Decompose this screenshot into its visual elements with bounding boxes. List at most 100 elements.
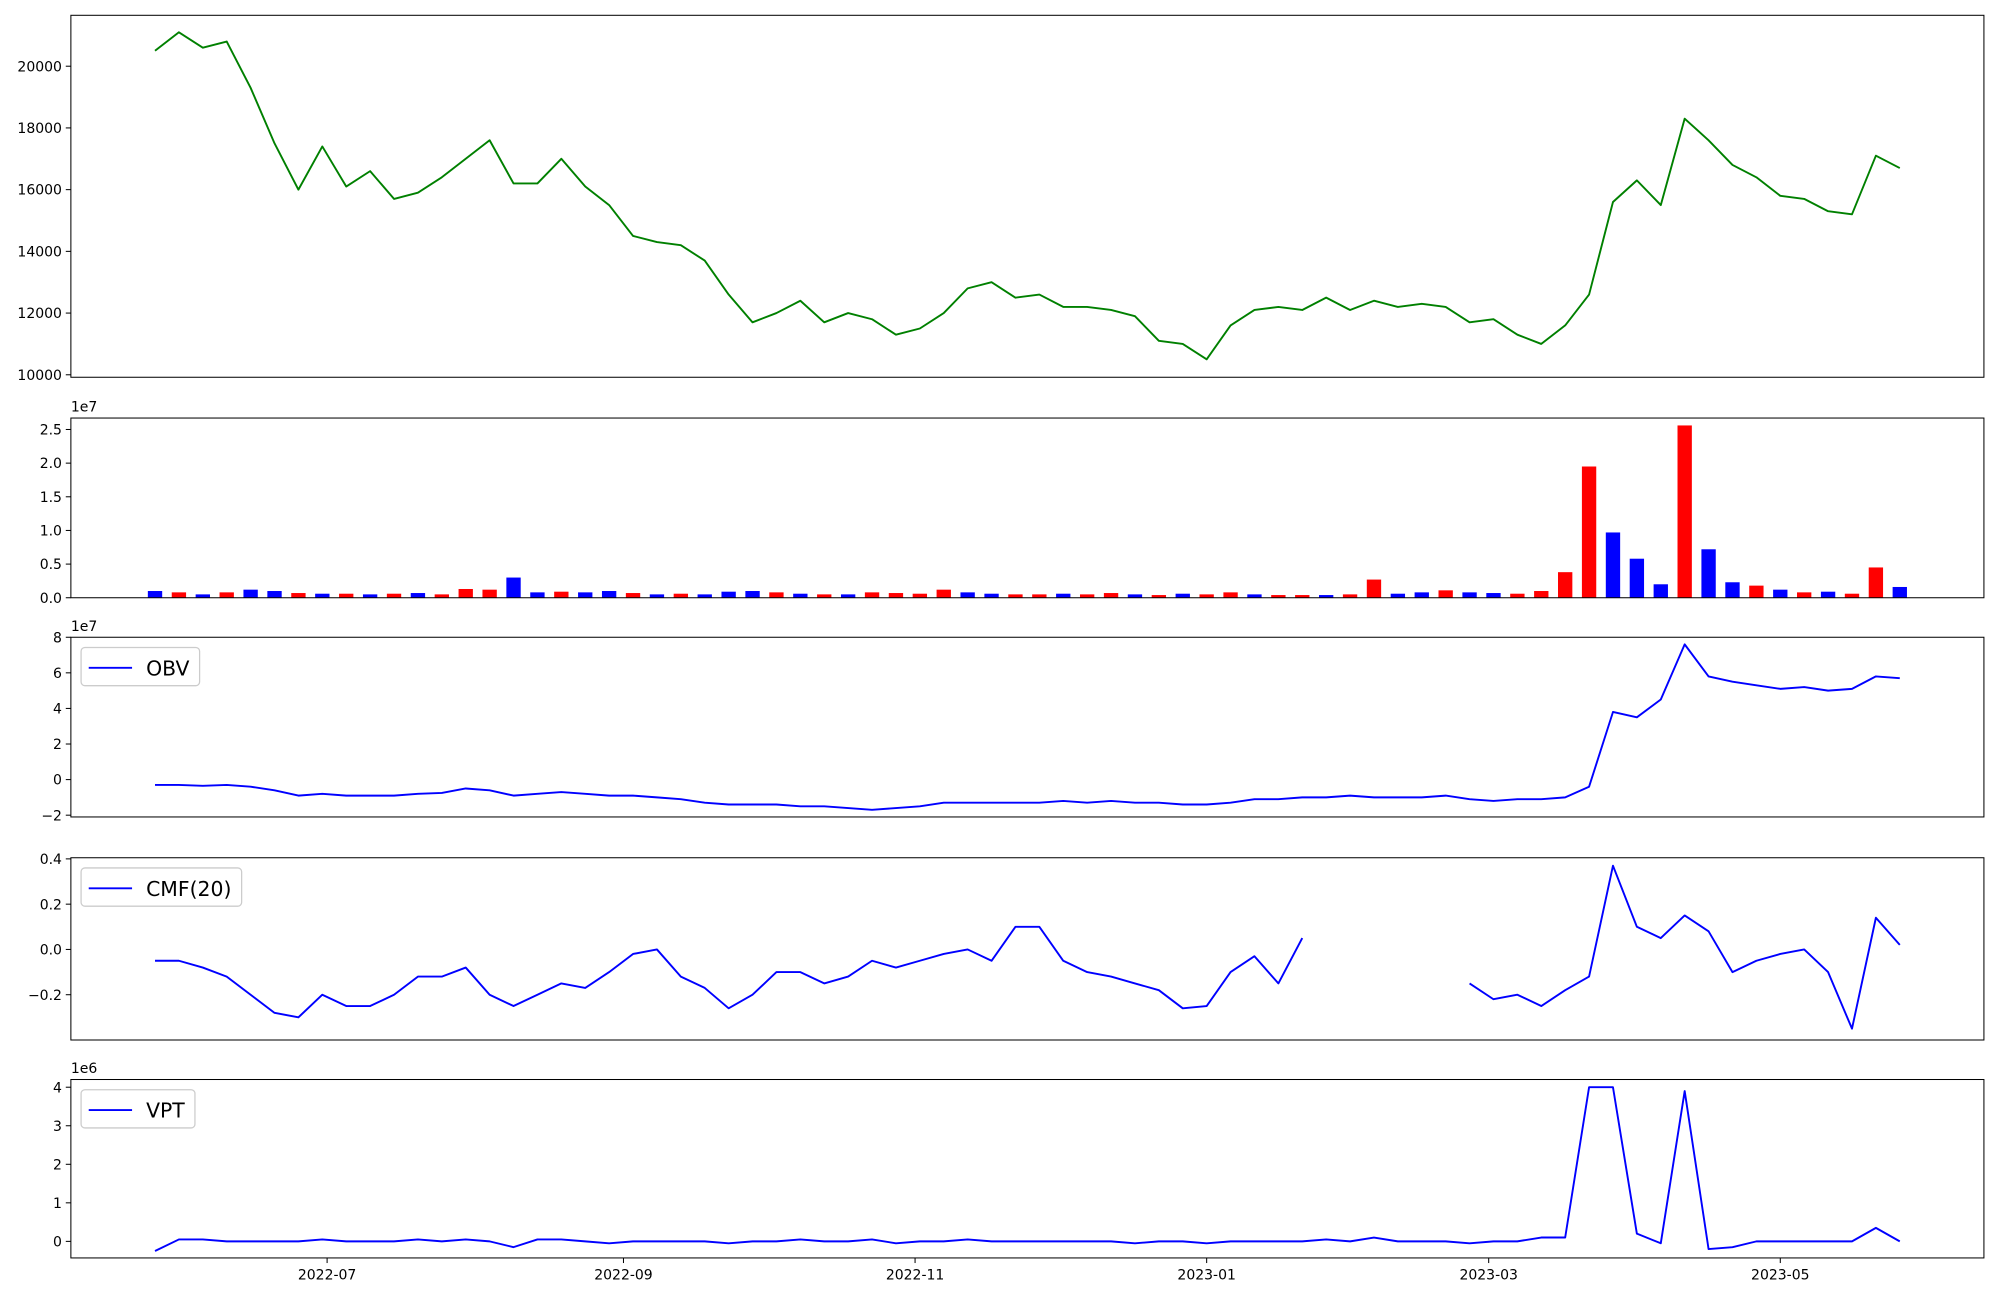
volume-bar: [1653, 584, 1668, 598]
volume-bar: [1892, 586, 1907, 598]
volume-bar: [888, 593, 904, 598]
legend-label: CMF(20): [146, 877, 231, 901]
volume-bar: [1318, 595, 1334, 598]
volume-bar: [219, 592, 234, 598]
volume-bar: [1820, 591, 1836, 598]
legend-label: VPT: [146, 1099, 185, 1123]
volume-bar: [1199, 594, 1214, 598]
y-tick-label: −2: [41, 808, 62, 824]
volume-bar: [243, 589, 258, 598]
y-tick-label: 0: [53, 773, 62, 789]
legend-label: OBV: [146, 656, 189, 680]
volume-bar: [171, 592, 187, 598]
x-tick-label: 2022-09: [594, 1268, 652, 1284]
y-tick-label: 4: [53, 1080, 62, 1096]
volume-bar: [1773, 589, 1788, 598]
volume-bar: [1797, 592, 1812, 598]
volume-bar: [482, 589, 497, 598]
x-tick-label: 2023-05: [1751, 1268, 1810, 1284]
volume-bar: [1151, 595, 1167, 598]
plot-area: [154, 31, 1901, 361]
axis-offset-label: 1e7: [71, 400, 97, 416]
volume-bar: [673, 593, 689, 598]
axes-frame: [70, 14, 1985, 378]
volume-bar: [1414, 592, 1429, 598]
volume-bar: [984, 593, 999, 598]
x-tick-label: 2022-11: [886, 1268, 945, 1284]
y-tick-label: 18000: [17, 121, 62, 137]
volume-bar: [601, 591, 617, 598]
y-tick-label: 0.5: [40, 557, 62, 573]
y-tick-label: 6: [53, 666, 62, 682]
volume-bar: [1247, 594, 1262, 598]
panel: 10000 12000 14000 16000 18000 20000: [17, 14, 1985, 384]
volume-bar: [1295, 595, 1310, 598]
volume-bar: [291, 593, 306, 598]
volume-bar: [721, 591, 736, 598]
panel: 0.0 0.5 1.0 1.5 2.0 2.5 1e7: [40, 400, 1985, 607]
y-tick-label: 0.0: [40, 943, 62, 959]
series-line: [154, 31, 1901, 361]
series-line: [154, 1086, 1901, 1252]
x-tick-label: 2023-01: [1177, 1268, 1236, 1284]
axes-frame: [70, 857, 1985, 1041]
volume-bar: [1629, 558, 1645, 598]
volume-bar: [315, 593, 330, 598]
y-tick-label: 8: [53, 630, 62, 646]
y-tick-label: 3: [53, 1119, 62, 1135]
y-tick-label: 0: [53, 1234, 62, 1250]
plot-area: [155, 864, 1901, 1030]
volume-bar: [960, 592, 975, 598]
legend-box: [80, 1089, 196, 1129]
volume-bar: [1056, 593, 1071, 598]
panel: 0 1 2 3 4 1e6 2022-07 2022-09 2022-11 2023-01 2023…: [53, 1061, 1985, 1284]
y-tick-label: 2: [53, 1157, 62, 1173]
volume-bar: [1868, 567, 1884, 598]
series-line: [155, 643, 1900, 811]
axes-frame: [70, 1079, 1985, 1259]
volume-bar: [625, 593, 641, 598]
volume-bar: [1534, 591, 1549, 598]
y-tick-label: 2.0: [40, 456, 62, 472]
volume-bar: [1725, 582, 1740, 598]
axes-frame: [70, 417, 1985, 599]
y-tick-label: 0.4: [40, 852, 62, 868]
volume-bar: [578, 592, 593, 598]
volume-bar: [936, 589, 951, 598]
volume-bar: [864, 592, 880, 598]
plot-area: [147, 425, 1907, 598]
volume-bar: [649, 594, 665, 598]
volume-bar: [1510, 593, 1525, 598]
y-tick-label: −0.2: [28, 988, 62, 1004]
y-tick-label: 2: [53, 737, 62, 753]
volume-bar: [339, 593, 354, 598]
y-tick-label: 14000: [17, 244, 62, 260]
volume-bar: [147, 591, 163, 598]
panel: −2 0 2 4 6 8 1e7 OBV: [41, 619, 1985, 824]
volume-bar: [697, 594, 712, 598]
y-tick-label: 1: [53, 1196, 62, 1212]
y-tick-label: 12000: [17, 306, 62, 322]
volume-bar: [530, 592, 545, 598]
volume-bar: [817, 594, 832, 598]
volume-bar: [362, 594, 378, 598]
y-tick-label: 4: [53, 702, 62, 718]
volume-bar: [506, 577, 521, 598]
volume-bar: [793, 593, 808, 598]
y-tick-label: 0.2: [40, 897, 62, 913]
volume-bar: [1366, 579, 1382, 598]
volume-bar: [1127, 594, 1143, 598]
axis-offset-label: 1e7: [71, 619, 97, 635]
volume-bar: [1079, 594, 1095, 598]
volume-bar: [1605, 532, 1621, 598]
y-tick-label: 20000: [17, 59, 62, 75]
volume-bar: [1486, 593, 1501, 598]
axes-frame: [70, 636, 1985, 818]
y-tick-label: 1.0: [40, 524, 62, 540]
legend-box: [80, 867, 243, 907]
volume-bar: [1342, 594, 1358, 598]
volume-bar: [1581, 466, 1597, 598]
volume-bar: [1462, 592, 1477, 598]
legend-box: [80, 646, 201, 687]
